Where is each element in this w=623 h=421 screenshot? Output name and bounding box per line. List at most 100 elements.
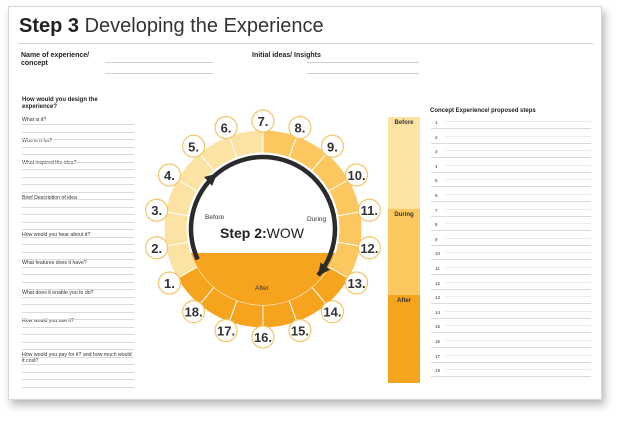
answer-line[interactable]	[22, 214, 134, 215]
step-line[interactable]	[445, 369, 591, 371]
answer-line[interactable]	[22, 327, 134, 328]
answer-line[interactable]	[22, 162, 134, 163]
step-line[interactable]	[431, 157, 591, 159]
name-field-line-2[interactable]	[105, 73, 213, 74]
step-number: 5	[435, 178, 438, 184]
step-number: 3	[435, 149, 438, 155]
step-line[interactable]	[445, 252, 591, 254]
step-line[interactable]	[431, 142, 591, 144]
answer-line[interactable]	[22, 147, 134, 148]
step-line[interactable]	[445, 310, 591, 312]
step-line[interactable]	[445, 281, 591, 283]
question-label: What features does it have?	[22, 260, 87, 266]
step-bubble	[357, 236, 381, 260]
answer-line[interactable]	[22, 154, 134, 155]
step-line[interactable]	[431, 332, 591, 334]
answer-line[interactable]	[22, 244, 134, 245]
answer-line[interactable]	[22, 312, 134, 313]
step-line[interactable]	[431, 201, 591, 202]
step-bubble-number: 4.	[164, 168, 175, 183]
step-bubble	[214, 318, 238, 343]
step-line[interactable]	[431, 186, 591, 188]
step-line[interactable]	[431, 288, 591, 290]
phase-during-label: During	[394, 212, 414, 218]
step-line[interactable]	[445, 194, 591, 195]
step-line[interactable]	[445, 223, 591, 225]
answer-line[interactable]	[22, 379, 134, 380]
step-bubble	[288, 115, 312, 140]
step-line[interactable]	[431, 347, 591, 348]
answer-line[interactable]	[22, 252, 134, 253]
step-line[interactable]	[445, 121, 591, 122]
answer-line[interactable]	[22, 177, 134, 178]
answer-line[interactable]	[22, 199, 134, 200]
answer-line[interactable]	[22, 237, 134, 238]
step-bubble-number: 14.	[323, 305, 341, 320]
step-bubble-number: 2.	[151, 241, 162, 256]
ideas-field-line-2[interactable]	[307, 73, 419, 74]
step-number: 1	[435, 120, 438, 125]
answer-line[interactable]	[22, 349, 134, 350]
step-bubble	[320, 134, 345, 158]
step-line[interactable]	[445, 325, 591, 327]
answer-line[interactable]	[22, 267, 134, 268]
answer-line[interactable]	[22, 282, 134, 283]
step-bubble-number: 17.	[217, 323, 235, 338]
step-number: 10	[435, 251, 441, 257]
step-line[interactable]	[445, 208, 591, 210]
wheel-center-title: Step 2:WOW	[220, 225, 305, 241]
answer-line[interactable]	[22, 289, 134, 290]
phase-during-block: During	[388, 209, 420, 295]
answer-line[interactable]	[22, 222, 134, 223]
answer-line[interactable]	[22, 334, 134, 335]
answer-line[interactable]	[22, 124, 134, 125]
answer-line[interactable]	[22, 259, 134, 260]
step-bubble-number: 8.	[295, 121, 306, 136]
ideas-field-line-1[interactable]	[307, 62, 419, 63]
answer-line[interactable]	[22, 319, 134, 320]
answer-line[interactable]	[22, 139, 134, 140]
step-line[interactable]	[445, 135, 591, 137]
step-line[interactable]	[431, 303, 591, 305]
answer-line[interactable]	[22, 184, 134, 185]
step-line[interactable]	[431, 128, 591, 129]
step-line[interactable]	[431, 376, 591, 378]
answer-line[interactable]	[22, 192, 134, 193]
answer-line[interactable]	[22, 229, 134, 230]
answer-line[interactable]	[22, 387, 134, 388]
answer-line[interactable]	[22, 364, 134, 365]
initial-ideas-label: Initial ideas/ Insights	[252, 52, 321, 59]
step-line[interactable]	[445, 267, 591, 268]
step-bubble-number: 11.	[361, 203, 378, 218]
step-line[interactable]	[445, 237, 591, 239]
step-line[interactable]	[445, 296, 591, 298]
step-line[interactable]	[431, 230, 591, 232]
step-line[interactable]	[445, 179, 591, 181]
step-line[interactable]	[431, 171, 591, 173]
step-line[interactable]	[445, 164, 591, 166]
answer-line[interactable]	[22, 297, 134, 298]
name-field-line-1[interactable]	[105, 62, 213, 63]
step-line[interactable]	[431, 259, 591, 261]
step-line[interactable]	[431, 274, 591, 275]
answer-line[interactable]	[22, 357, 134, 358]
wheel-segment	[163, 211, 189, 247]
step-line[interactable]	[445, 150, 591, 152]
answer-line[interactable]	[22, 304, 134, 305]
step-line[interactable]	[431, 215, 591, 217]
step-line[interactable]	[431, 244, 591, 246]
step-line[interactable]	[431, 361, 591, 363]
answer-line[interactable]	[22, 372, 134, 373]
answer-line[interactable]	[22, 132, 134, 133]
center-wow-label: WOW	[267, 225, 305, 241]
title-step: Step 3	[19, 15, 80, 37]
step-line[interactable]	[445, 340, 591, 341]
step-line[interactable]	[445, 354, 591, 356]
answer-line[interactable]	[22, 342, 134, 343]
step-line[interactable]	[431, 317, 591, 319]
answer-line[interactable]	[22, 274, 134, 275]
answer-line[interactable]	[22, 207, 134, 208]
answer-line[interactable]	[22, 169, 134, 170]
step-bubble	[157, 271, 182, 295]
step-bubble	[288, 318, 312, 343]
